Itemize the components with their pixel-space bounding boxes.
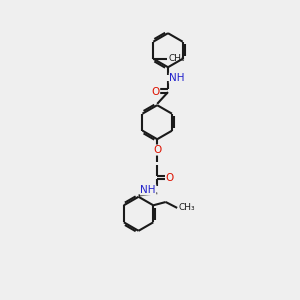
- Text: NH: NH: [140, 185, 156, 195]
- Text: CH₃: CH₃: [168, 54, 185, 63]
- Text: O: O: [152, 87, 160, 97]
- Text: O: O: [153, 145, 161, 155]
- Text: CH₃: CH₃: [178, 203, 195, 212]
- Text: NH: NH: [169, 73, 185, 83]
- Text: O: O: [166, 173, 174, 184]
